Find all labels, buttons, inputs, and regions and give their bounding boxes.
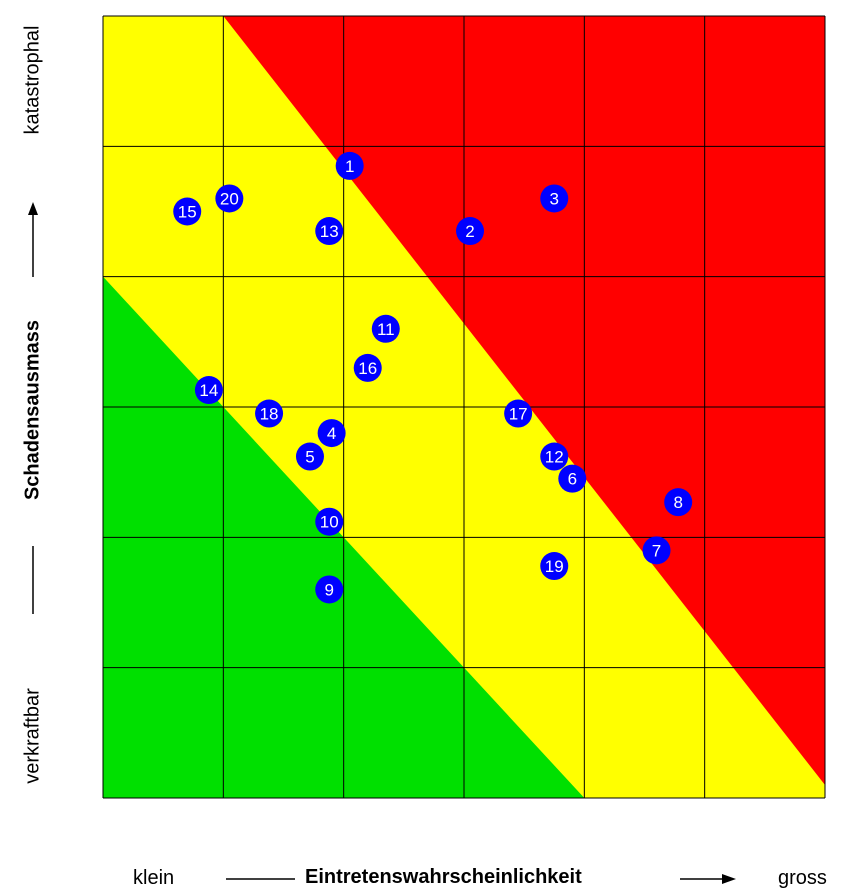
risk-point: 8 (664, 488, 693, 517)
risk-point: 3 (540, 184, 569, 213)
risk-point: 10 (315, 507, 344, 536)
risk-point: 17 (504, 399, 533, 428)
risk-point-marker (353, 353, 382, 382)
risk-point-label: 7 (652, 541, 661, 560)
risk-point-marker (558, 464, 587, 493)
risk-point-label: 17 (509, 405, 528, 424)
risk-point-marker (504, 399, 533, 428)
risk-point-label: 5 (305, 448, 314, 467)
risk-point-marker (315, 575, 344, 604)
risk-point: 12 (540, 442, 569, 471)
risk-point-label: 16 (358, 359, 377, 378)
risk-point: 2 (456, 217, 485, 246)
risk-point: 15 (173, 197, 202, 226)
risk-point: 16 (353, 353, 382, 382)
risk-point-marker (335, 151, 364, 180)
risk-point-marker (540, 184, 569, 213)
risk-point: 9 (315, 575, 344, 604)
risk-point-marker (315, 507, 344, 536)
grid-lines (102, 15, 826, 799)
risk-point-marker (664, 488, 693, 517)
x-high-label: gross (778, 867, 827, 889)
risk-point: 5 (295, 442, 324, 471)
risk-point: 6 (558, 464, 587, 493)
risk-point-label: 15 (178, 203, 197, 222)
y-high-label: katastrophal (21, 25, 44, 135)
risk-point-marker (456, 217, 485, 246)
risk-point-label: 18 (260, 405, 279, 424)
risk-point: 13 (315, 217, 344, 246)
risk-point-marker (255, 399, 284, 428)
risk-point-marker (540, 552, 569, 581)
risk-point: 7 (642, 536, 671, 565)
risk-point-marker (317, 419, 346, 448)
risk-point-marker (194, 376, 223, 405)
risk-point-marker (642, 536, 671, 565)
risk-point-label: 6 (568, 470, 577, 489)
y-axis-label: Schadensausmass (21, 319, 44, 501)
risk-point-label: 19 (545, 557, 564, 576)
risk-point-label: 8 (673, 493, 682, 512)
risk-point-label: 12 (545, 448, 564, 467)
risk-point-marker (540, 442, 569, 471)
risk-point: 14 (194, 376, 223, 405)
x-low-label: klein (133, 867, 175, 889)
risk-point: 4 (317, 419, 346, 448)
risk-point-label: 20 (220, 189, 239, 208)
x-axis-label: Eintretenswahrscheinlichkeit (305, 866, 582, 888)
risk-point-label: 14 (199, 381, 218, 400)
x-axis-arrow (226, 874, 736, 884)
zone-red (223, 16, 826, 785)
y-low-label: verkraftbar (21, 688, 44, 784)
risk-point-label: 2 (465, 222, 474, 241)
risk-point: 1 (335, 151, 364, 180)
risk-point-marker (295, 442, 324, 471)
risk-point-label: 13 (320, 222, 339, 241)
risk-point-marker (173, 197, 202, 226)
risk-point-marker (315, 217, 344, 246)
risk-point: 19 (540, 552, 569, 581)
risk-point-label: 10 (320, 513, 339, 532)
risk-point-label: 3 (550, 189, 559, 208)
risk-point-label: 1 (345, 157, 354, 176)
risk-point-label: 4 (327, 424, 336, 443)
risk-point-label: 9 (324, 580, 333, 599)
risk-point: 11 (371, 314, 400, 343)
risk-point-label: 11 (377, 320, 395, 339)
risk-point: 20 (215, 184, 244, 213)
risk-point-marker (215, 184, 244, 213)
risk-point-marker (371, 314, 400, 343)
y-axis-arrow (28, 202, 38, 614)
risk-point: 18 (255, 399, 284, 428)
